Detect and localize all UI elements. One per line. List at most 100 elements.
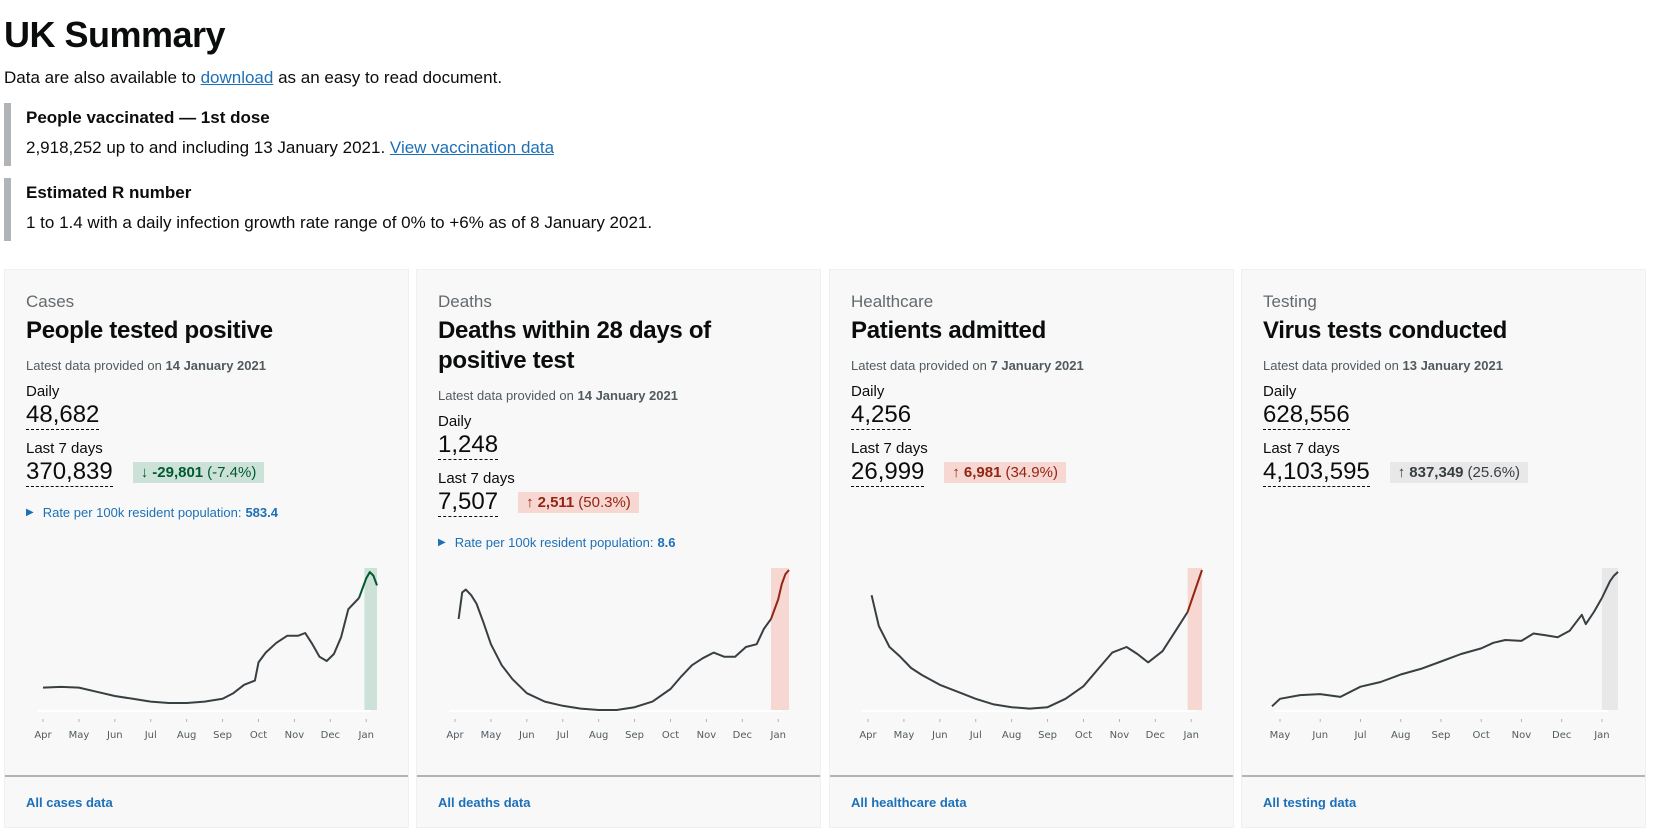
x-tick-label: Jun [518, 730, 535, 741]
x-tick-label: Oct [250, 730, 267, 741]
updated-date: 14 January 2021 [577, 388, 678, 403]
arrow-up-icon: ↑ [526, 494, 534, 511]
x-tick-label: Oct [1075, 730, 1092, 741]
x-tick-label: Apr [859, 730, 877, 741]
x-tick-label: Jul [1353, 730, 1366, 741]
change-percent: (34.9%) [1005, 464, 1058, 481]
r-number-inset: Estimated R number 1 to 1.4 with a daily… [4, 178, 652, 241]
rate-label: Rate per 100k resident population: [454, 535, 654, 550]
arrow-down-icon: ↓ [140, 464, 149, 481]
series-line [457, 588, 772, 711]
r-number-title: Estimated R number [26, 183, 192, 202]
card-title: People tested positive [26, 317, 273, 344]
rate-toggle[interactable]: ▶ Rate per 100k resident population: 583.4 [26, 505, 387, 520]
card-updated: Latest data provided on 7 January 2021 [851, 358, 1212, 373]
daily-label: Daily [26, 383, 60, 400]
highlight-band [364, 568, 377, 710]
series-line-highlight [1600, 571, 1619, 599]
updated-prefix: Latest data provided on [851, 358, 991, 373]
updated-date: 13 January 2021 [1402, 358, 1503, 373]
change-badge: ↑ 837,349 (25.6%) [1389, 462, 1529, 483]
card-divider [417, 775, 820, 777]
card-updated: Latest data provided on 13 January 2021 [1263, 358, 1624, 373]
x-tick-label: May [481, 730, 502, 741]
series-line [870, 594, 1189, 710]
card-testing: Testing Virus tests conducted Latest dat… [1241, 269, 1646, 828]
x-tick-label: Aug [177, 730, 197, 741]
change-value: -29,801 [152, 464, 204, 481]
card-category: Healthcare [851, 292, 934, 311]
intro-text: Data are also available to download as a… [4, 68, 502, 88]
r-number-body: 1 to 1.4 with a daily infection growth r… [26, 213, 653, 232]
week-value[interactable]: 4,103,595 [1263, 458, 1370, 487]
x-tick-label: Apr [446, 730, 464, 741]
testing-chart: May Jun Jul Aug Sep Oct Nov Dec Jan [1270, 568, 1619, 741]
x-tick-label: Nov [285, 730, 305, 741]
daily-value[interactable]: 628,556 [1263, 401, 1350, 430]
updated-prefix: Latest data provided on [438, 388, 578, 403]
x-tick-label: Jul [556, 730, 569, 741]
x-tick-label: Aug [1391, 730, 1411, 741]
daily-label: Daily [438, 413, 472, 430]
series-line [1271, 597, 1603, 708]
rate-toggle[interactable]: ▶ Rate per 100k resident population: 8.6 [438, 535, 799, 550]
x-tick-label: Jul [144, 730, 157, 741]
x-tick-label: Nov [1512, 730, 1532, 741]
vaccination-count: 2,918,252 up to and including 13 January… [26, 138, 390, 157]
daily-label: Daily [1263, 383, 1297, 400]
x-tick-label: Sep [1432, 730, 1451, 741]
series-line-highlight [770, 569, 790, 620]
vaccination-inset: People vaccinated — 1st dose 2,918,252 u… [4, 103, 554, 166]
card-category: Deaths [438, 292, 492, 311]
x-tick-label: Aug [1002, 730, 1022, 741]
daily-value[interactable]: 4,256 [851, 401, 912, 430]
all-cases-link[interactable]: All cases data [26, 795, 113, 810]
card-title: Patients admitted [851, 317, 1046, 344]
all-deaths-link[interactable]: All deaths data [438, 795, 531, 810]
all-healthcare-link[interactable]: All healthcare data [851, 795, 967, 810]
x-tick-label: Dec [1146, 730, 1165, 741]
intro-after: as an easy to read document. [273, 68, 503, 87]
updated-date: 7 January 2021 [990, 358, 1084, 373]
x-tick-label: Oct [1473, 730, 1490, 741]
x-tick-label: Dec [321, 730, 340, 741]
card-healthcare: Healthcare Patients admitted Latest data… [829, 269, 1234, 828]
series-line [42, 597, 360, 704]
vaccination-title: People vaccinated — 1st dose [26, 108, 270, 127]
card-title: Virus tests conducted [1263, 317, 1507, 344]
card-cases: Cases People tested positive Latest data… [4, 269, 409, 828]
x-tick-label: Sep [213, 730, 232, 741]
card-title: Deaths within 28 days of positive test [438, 317, 711, 374]
view-vaccination-link[interactable]: View vaccination data [389, 138, 555, 157]
daily-value[interactable]: 48,682 [26, 401, 100, 430]
highlight-band [1601, 568, 1619, 710]
week-value[interactable]: 370,839 [26, 458, 113, 487]
week-label: Last 7 days [851, 440, 928, 457]
change-value: 837,349 [1409, 464, 1464, 481]
rate-label: Rate per 100k resident population: [42, 505, 242, 520]
x-tick-label: Sep [625, 730, 644, 741]
x-tick-label: May [69, 730, 90, 741]
arrow-up-icon: ↑ [952, 464, 960, 481]
x-tick-label: Nov [697, 730, 717, 741]
intro-before: Data are also available to [4, 68, 201, 87]
week-value[interactable]: 26,999 [851, 458, 925, 487]
all-testing-link[interactable]: All testing data [1263, 795, 1357, 810]
x-tick-label: May [1270, 730, 1291, 741]
x-tick-label: Jan [358, 730, 374, 741]
daily-value[interactable]: 1,248 [438, 431, 499, 460]
week-value[interactable]: 7,507 [438, 488, 499, 517]
x-tick-label: Jan [1593, 730, 1609, 741]
rate-value: 583.4 [245, 505, 278, 520]
download-link[interactable]: download [200, 68, 274, 87]
change-percent: (50.3%) [578, 494, 631, 511]
change-value: 6,981 [963, 464, 1002, 481]
x-tick-label: Oct [662, 730, 679, 741]
week-label: Last 7 days [1263, 440, 1340, 457]
card-divider [1242, 775, 1645, 777]
x-tick-label: Jun [931, 730, 948, 741]
x-tick-label: Jun [1311, 730, 1328, 741]
x-tick-label: Nov [1110, 730, 1130, 741]
series-line-highlight [1186, 569, 1203, 613]
page-title: UK Summary [4, 14, 226, 55]
